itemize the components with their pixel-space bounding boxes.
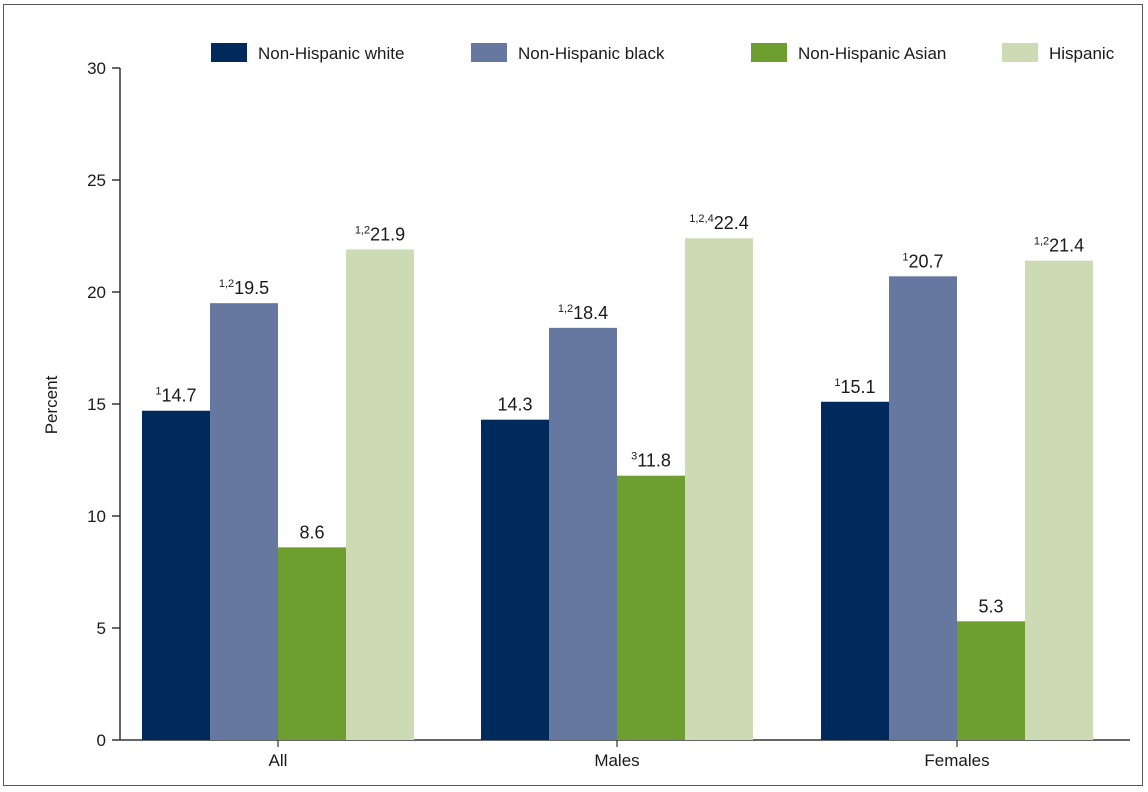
bar bbox=[210, 303, 278, 740]
data-value: 19.5 bbox=[234, 278, 269, 298]
bar bbox=[617, 475, 685, 740]
bar bbox=[957, 621, 1025, 740]
data-value: 18.4 bbox=[573, 303, 608, 323]
data-label: 311.8 bbox=[631, 451, 671, 471]
data-value: 15.1 bbox=[841, 377, 876, 397]
data-labels: 114.71,219.58.61,221.914.31,218.4311.81,… bbox=[155, 213, 1084, 616]
footnote-marker: 1 bbox=[902, 251, 908, 263]
legend-label: Hispanic bbox=[1049, 44, 1115, 63]
x-tick-label: Males bbox=[594, 751, 639, 770]
legend-label: Non-Hispanic white bbox=[258, 44, 404, 63]
y-tick-label: 5 bbox=[97, 619, 106, 638]
footnote-marker: 1 bbox=[155, 386, 161, 398]
bar bbox=[889, 276, 957, 740]
x-tick-label: All bbox=[269, 751, 288, 770]
footnote-marker: 1,2 bbox=[219, 278, 234, 290]
bars bbox=[142, 238, 1093, 741]
bar bbox=[481, 419, 549, 740]
y-tick-label: 30 bbox=[87, 59, 106, 78]
legend-swatch bbox=[1002, 43, 1038, 62]
data-label: 1,221.9 bbox=[355, 224, 405, 244]
y-axis-label: Percent bbox=[42, 375, 61, 434]
legend-swatch bbox=[471, 43, 507, 62]
data-value: 22.4 bbox=[714, 213, 749, 233]
bar bbox=[142, 410, 210, 740]
y-tick-label: 10 bbox=[87, 507, 106, 526]
y-tick-label: 25 bbox=[87, 171, 106, 190]
y-tick-label: 20 bbox=[87, 283, 106, 302]
data-label: 114.7 bbox=[155, 386, 196, 406]
data-label: 5.3 bbox=[978, 596, 1003, 616]
data-label: 14.3 bbox=[497, 395, 532, 415]
footnote-marker: 3 bbox=[631, 451, 637, 463]
legend-label: Non-Hispanic black bbox=[518, 44, 665, 63]
bar bbox=[346, 249, 414, 740]
data-label: 1,219.5 bbox=[219, 278, 269, 298]
footnote-marker: 1,2,4 bbox=[689, 213, 713, 225]
legend: Non-Hispanic white Non-Hispanic black Non-… bbox=[211, 43, 1115, 63]
data-label: 8.6 bbox=[299, 522, 324, 542]
data-label: 120.7 bbox=[902, 251, 943, 271]
data-value: 20.7 bbox=[909, 251, 944, 271]
legend-label: Non-Hispanic Asian bbox=[798, 44, 946, 63]
footnote-marker: 1,2 bbox=[558, 303, 573, 315]
data-label: 1,218.4 bbox=[558, 303, 608, 323]
y-tick-label: 15 bbox=[87, 395, 106, 414]
data-label: 115.1 bbox=[834, 377, 875, 397]
bar bbox=[821, 401, 889, 740]
legend-swatch bbox=[211, 43, 247, 62]
y-tick-label: 0 bbox=[97, 731, 106, 750]
legend-swatch bbox=[751, 43, 787, 62]
bar bbox=[1025, 260, 1093, 740]
footnote-marker: 1 bbox=[834, 377, 840, 389]
data-value: 21.9 bbox=[370, 224, 405, 244]
bar bbox=[549, 327, 617, 740]
data-label: 1,221.4 bbox=[1034, 236, 1084, 256]
footnote-marker: 1,2 bbox=[355, 224, 370, 236]
footnote-marker: 1,2 bbox=[1034, 236, 1049, 248]
bar bbox=[685, 238, 753, 741]
data-value: 21.4 bbox=[1049, 236, 1084, 256]
data-value: 14.7 bbox=[162, 386, 197, 406]
data-value: 11.8 bbox=[637, 451, 671, 471]
data-label: 1,2,422.4 bbox=[689, 213, 749, 233]
x-tick-label: Females bbox=[924, 751, 989, 770]
bar bbox=[278, 547, 346, 740]
